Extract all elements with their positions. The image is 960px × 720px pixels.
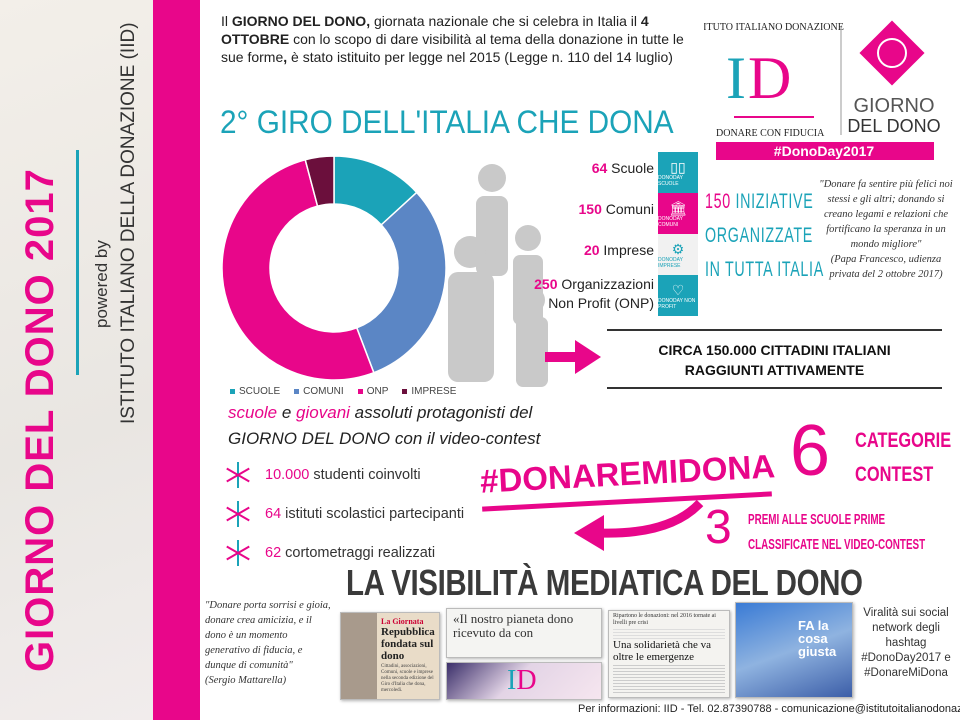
category-icons: ▯▯ DONODAY SCUOLE 🏛︎ DONODAY COMUNI ⚙ DONOD… <box>658 152 698 317</box>
headline: 2° GIRO DELL'ITALIA CHE DONA <box>220 104 674 140</box>
donut-chart <box>221 155 452 390</box>
town-hall-icon: 🏛︎ DONODAY COMUNI <box>658 193 698 234</box>
logo-arc-text: ISTITUTO ITALIANO DONAZIONE <box>704 22 844 33</box>
chart-legend: SCUOLE COMUNI ONP IMPRESE <box>230 386 456 397</box>
asterisk-icon <box>225 540 251 566</box>
legend-item-scuole: SCUOLE <box>230 386 280 397</box>
donut-slice-comuni <box>355 191 447 374</box>
initiatives-text: 150 INIZIATIVE ORGANIZZATE IN TUTTA ITALIA <box>705 190 824 281</box>
legend-swatch <box>402 388 408 394</box>
logo-hashtag: #DonoDay2017 <box>774 143 875 159</box>
svg-text:D: D <box>748 45 791 111</box>
president-quote: "Donare porta sorrisi e gioia, donare cr… <box>205 600 331 686</box>
legend-item-comuni: COMUNI <box>294 386 344 397</box>
divider <box>76 150 79 375</box>
svg-text:DEL DONO: DEL DONO <box>847 116 940 136</box>
book-icon: ▯▯ DONODAY SCUOLE <box>658 152 698 193</box>
footer-contact: Per informazioni: IID - Tel. 02.87390788… <box>578 703 960 715</box>
donut-slice-onp <box>221 158 375 381</box>
social-virality-text: Viralità sui social network degli hashta… <box>861 607 951 679</box>
gears-icon: ⚙ DONODAY IMPRESE <box>658 234 698 275</box>
prizes-number: 3 <box>705 501 732 554</box>
legend-swatch <box>294 388 300 394</box>
powered-by: powered by <box>92 240 111 328</box>
organization-name: ISTITUTO ITALIANO DELLA DONAZIONE (IID) <box>118 22 139 424</box>
clipping-repubblica: La Giornata Repubblica fondata sul dono … <box>340 612 440 700</box>
reach-box: CIRCA 150.000 CITTADINI ITALIANI RAGGIUNT… <box>607 329 942 389</box>
clipping-solidarieta: Ripartono le donazioni: nel 2016 tornate… <box>608 610 730 698</box>
svg-text:DONARE CON FIDUCIA: DONARE CON FIDUCIA <box>716 128 825 139</box>
legend-swatch <box>230 388 235 394</box>
tv-photo-fa-la-cosa-giusta: FA la cosa giusta <box>735 602 853 698</box>
logo: ISTITUTO ITALIANO DONAZIONE I D DONARE C… <box>688 10 950 160</box>
asterisk-icon <box>225 501 251 527</box>
clipping-pianeta: «Il nostro pianeta dono ricevuto da con <box>446 608 602 658</box>
bullet-shorts: 62 cortometraggi realizzati <box>225 540 435 566</box>
curved-arrow-icon <box>574 499 704 551</box>
media-title: LA VISIBILITÀ MEDIATICA DEL DONO <box>346 562 863 603</box>
intro-text: Il GIORNO DEL DONO, giornata nazionale c… <box>221 13 684 65</box>
prizes-label: PREMI ALLE SCUOLE PRIME CLASSIFICATE NEL … <box>748 512 926 553</box>
legend-item-onp: ONP <box>357 386 388 397</box>
svg-text:I: I <box>726 45 746 111</box>
tv-photo: ID <box>446 662 602 700</box>
logo-graphic: ISTITUTO ITALIANO DONAZIONE I D DONARE C… <box>688 20 941 160</box>
stat-onp: 250 Organizzazioni Non Profit (ONP) <box>534 276 654 311</box>
asterisk-icon <box>225 462 251 488</box>
stats-list: 64 Scuole 150 Comuni 20 Imprese 250 Orga… <box>520 150 654 320</box>
heart-icon: ♡ DONODAY NON PROFIT <box>658 275 698 316</box>
legend-swatch <box>357 388 363 394</box>
categories-number: 6 <box>790 411 831 491</box>
arrow-right-icon <box>545 340 601 374</box>
sidebar-title: GIORNO DEL DONO 2017 <box>18 168 62 672</box>
contest-intro: scuole e giovani assoluti protagonisti d… <box>228 403 541 448</box>
svg-text:GIORNO: GIORNO <box>853 95 934 117</box>
stat-comuni: 150 Comuni <box>578 201 655 217</box>
pope-quote: "Donare fa sentire più felici noi stessi… <box>819 179 953 280</box>
stat-scuole: 64 Scuole <box>591 160 654 176</box>
bullet-schools: 64 istituti scolastici partecipanti <box>225 501 464 527</box>
donut-slice-imprese <box>304 155 335 208</box>
people-icon <box>440 160 560 390</box>
stat-imprese: 20 Imprese <box>583 242 654 258</box>
legend-item-imprese: IMPRESE <box>402 386 456 397</box>
categories-label: CATEGORIE CONTEST <box>855 429 952 486</box>
pink-band <box>153 0 200 720</box>
bullet-students: 10.000 studenti coinvolti <box>225 462 421 488</box>
